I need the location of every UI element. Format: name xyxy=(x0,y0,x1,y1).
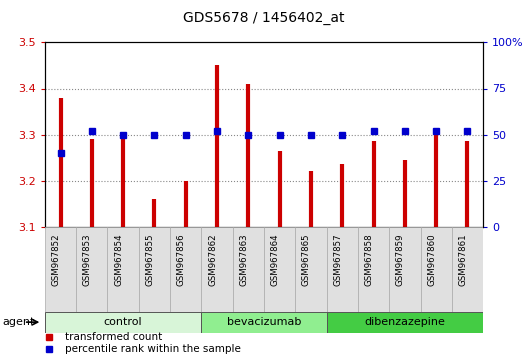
Bar xyxy=(45,227,76,312)
Bar xyxy=(201,312,327,333)
Text: GDS5678 / 1456402_at: GDS5678 / 1456402_at xyxy=(183,11,345,25)
Text: bevacizumab: bevacizumab xyxy=(227,317,301,327)
Bar xyxy=(264,227,295,312)
Bar xyxy=(327,312,483,333)
Bar xyxy=(389,227,420,312)
Text: control: control xyxy=(104,317,143,327)
Text: GSM967852: GSM967852 xyxy=(52,233,61,286)
Bar xyxy=(108,227,139,312)
Bar xyxy=(327,227,358,312)
Bar xyxy=(45,312,201,333)
Bar xyxy=(170,227,201,312)
Bar xyxy=(358,227,389,312)
Bar xyxy=(452,227,483,312)
Text: GSM967855: GSM967855 xyxy=(145,233,154,286)
Bar xyxy=(420,227,452,312)
Text: dibenzazepine: dibenzazepine xyxy=(364,317,445,327)
Text: GSM967859: GSM967859 xyxy=(396,233,405,286)
Text: GSM967862: GSM967862 xyxy=(208,233,217,286)
Text: GSM967860: GSM967860 xyxy=(427,233,436,286)
Bar xyxy=(76,227,108,312)
Text: transformed count: transformed count xyxy=(64,332,162,342)
Text: GSM967858: GSM967858 xyxy=(364,233,374,286)
Text: GSM967863: GSM967863 xyxy=(239,233,248,286)
Bar xyxy=(139,227,170,312)
Text: agent: agent xyxy=(3,317,35,327)
Bar xyxy=(201,227,233,312)
Bar xyxy=(295,227,327,312)
Text: GSM967861: GSM967861 xyxy=(458,233,467,286)
Text: GSM967853: GSM967853 xyxy=(83,233,92,286)
Bar xyxy=(233,227,264,312)
Text: GSM967854: GSM967854 xyxy=(114,233,123,286)
Text: GSM967856: GSM967856 xyxy=(177,233,186,286)
Text: GSM967864: GSM967864 xyxy=(271,233,280,286)
Text: GSM967865: GSM967865 xyxy=(302,233,311,286)
Text: GSM967857: GSM967857 xyxy=(333,233,342,286)
Text: percentile rank within the sample: percentile rank within the sample xyxy=(64,344,240,354)
